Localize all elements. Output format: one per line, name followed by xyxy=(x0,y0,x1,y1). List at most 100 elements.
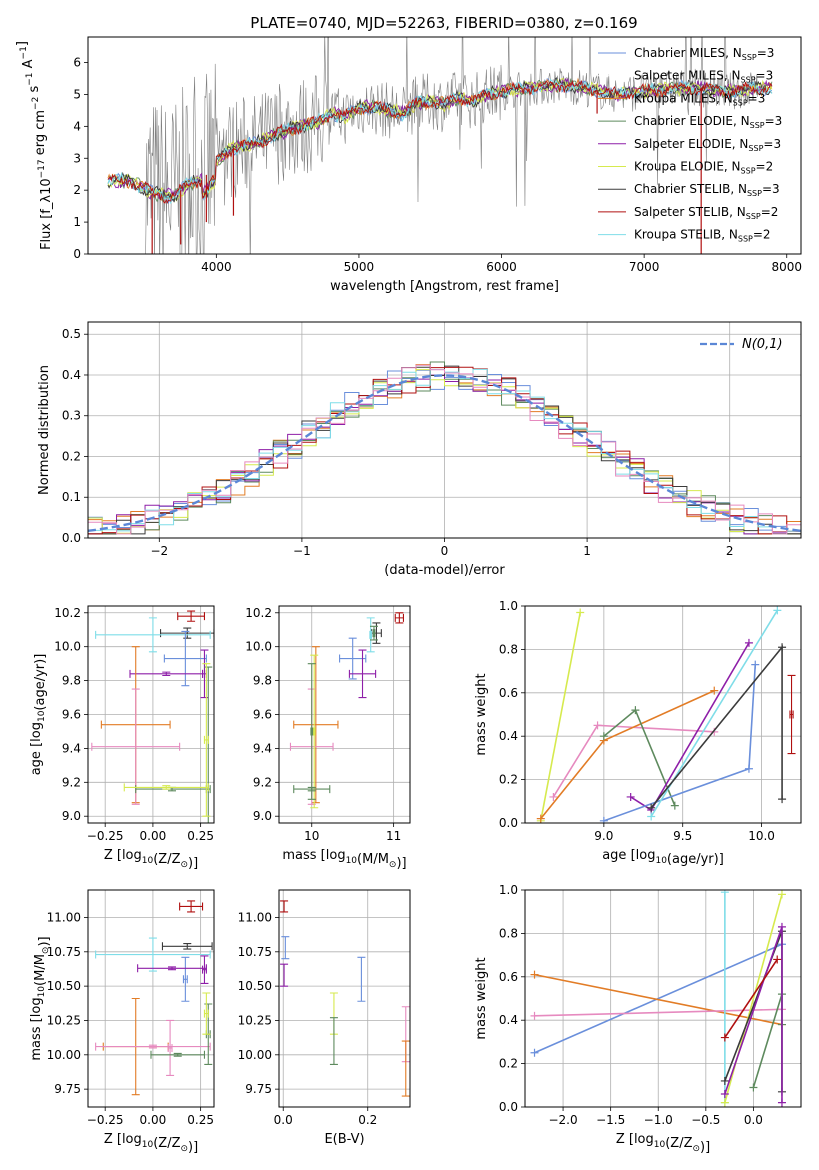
errorbar xyxy=(329,992,338,1035)
histogram-step xyxy=(88,369,801,535)
tick-label-y: 0.6 xyxy=(499,686,518,700)
label-sub: ⊙ xyxy=(180,860,188,870)
data-point-marker xyxy=(710,686,719,695)
tick-label-y: 4 xyxy=(73,119,81,133)
legend-label: Salpeter ELODIE, NSSP=3 xyxy=(634,137,781,153)
errorbar xyxy=(307,663,316,800)
errorbar xyxy=(95,617,211,653)
legend-label: Chabrier ELODIE, NSSP=3 xyxy=(634,114,782,130)
tick-label-x: −1.0 xyxy=(644,1113,673,1127)
errorbar xyxy=(135,785,209,794)
errorbar xyxy=(177,610,206,622)
label-part: Z [ xyxy=(104,848,122,863)
tick-label-x: 4000 xyxy=(201,260,232,274)
legend-sub: SSP xyxy=(748,144,763,153)
errorbar xyxy=(161,942,213,951)
axis-label-y: mass weight xyxy=(474,957,489,1039)
legend-text: =3 xyxy=(765,114,783,128)
label-part: wavelength [Angstrom, rest frame] xyxy=(330,279,559,294)
errorbar xyxy=(95,1042,211,1051)
axis-label-y: age [log10(age/yr)] xyxy=(29,654,48,776)
legend-sub: SSP xyxy=(738,235,753,244)
model-spectrum xyxy=(107,78,773,203)
data-point-marker xyxy=(530,1011,539,1020)
axes-frame xyxy=(524,605,802,824)
label-sub: 10 xyxy=(654,1140,666,1150)
errorbar xyxy=(329,1017,338,1065)
tick-label-y: 10.2 xyxy=(54,606,81,620)
errorbar xyxy=(339,637,367,680)
legend-text: Kroupa STELIB, N xyxy=(634,228,738,242)
tick-label-y: 9.4 xyxy=(62,741,81,755)
legend-sub: SSP xyxy=(747,189,762,198)
tick-label-y: 10.0 xyxy=(54,640,81,654)
data-point-marker xyxy=(773,606,782,615)
errorbar xyxy=(293,646,339,804)
legend-text: Salpeter MILES, N xyxy=(634,69,741,83)
figure-title: PLATE=0740, MJD=52263, FIBERID=0380, z=0… xyxy=(250,14,637,32)
legend-text: =2 xyxy=(761,205,779,219)
legend-label: Kroupa ELODIE, NSSP=2 xyxy=(634,160,773,176)
tick-label-y: 9.2 xyxy=(62,775,81,789)
tick-label-y: 0.2 xyxy=(499,1057,518,1071)
tick-label-y: 1.0 xyxy=(499,883,518,897)
axis-label-y: mass weight xyxy=(474,673,489,755)
plot-area xyxy=(88,361,801,535)
data-point-marker xyxy=(576,608,585,617)
tick-label-y: 3 xyxy=(73,151,81,165)
tick-label-y: 10.75 xyxy=(47,945,81,959)
label-part: E(B-V) xyxy=(324,1132,364,1147)
errorbar xyxy=(129,669,204,678)
errorbar xyxy=(401,1040,410,1097)
series-line xyxy=(724,958,778,1039)
axis-label-x: Z [log10(Z/Z⊙)] xyxy=(616,1132,710,1155)
label-part: (M/M xyxy=(33,954,48,986)
label-part: (age/yr)] xyxy=(667,852,724,867)
errorbar xyxy=(281,936,290,960)
tick-label-y: 9.8 xyxy=(62,674,81,688)
label-part: )] xyxy=(700,1140,710,1155)
legend-text: =3 xyxy=(756,69,774,83)
label-part: (Z/Z xyxy=(153,852,180,867)
tick-label-x: 9.0 xyxy=(594,829,613,843)
tick-label-y: 0.2 xyxy=(499,773,518,787)
series-line xyxy=(534,943,783,1054)
tick-label-x: 1 xyxy=(583,544,591,558)
plot-area xyxy=(530,890,786,1107)
axes-frame xyxy=(87,36,802,255)
label-part: )] xyxy=(188,856,198,871)
panel-mass_vs_EBV: 0.0 0.2 9.75 10.00 10.25 10.50 10.75 11.00 E(B-V… xyxy=(238,889,411,1147)
tick-label-y: 0.5 xyxy=(62,327,81,341)
label-sub: ⊙ xyxy=(389,860,397,870)
panel-spectrum: 4000 5000 6000 7000 8000 0 1 2 3 4 5 6 wavelength [A… xyxy=(15,36,802,294)
tick-label-x: −0.5 xyxy=(691,1113,720,1127)
tick-label-y: 9.2 xyxy=(253,775,272,789)
errorbar xyxy=(394,612,404,624)
legend-text: =2 xyxy=(756,160,774,174)
axes-frame xyxy=(278,889,411,1108)
label-part: mass weight xyxy=(474,957,489,1039)
tick-label-y: 11.00 xyxy=(238,910,272,924)
data-point-marker xyxy=(593,721,602,730)
tick-label-y: 0.8 xyxy=(499,926,518,940)
legend-sub: SSP xyxy=(733,98,748,107)
legend-text: Salpeter STELIB, N xyxy=(634,205,746,219)
legend-sub: SSP xyxy=(746,212,761,221)
legend-label: Salpeter MILES, NSSP=3 xyxy=(634,69,773,85)
label-sub: 10 xyxy=(142,856,154,866)
axis-label-x: Z [log10(Z/Z⊙)] xyxy=(104,1132,198,1155)
legend-text: =3 xyxy=(763,137,781,151)
tick-label-x: −0.25 xyxy=(87,1113,124,1127)
data-point-marker xyxy=(647,812,656,821)
label-part: Flux [f_λ10 xyxy=(39,178,54,250)
tick-label-y: 1 xyxy=(73,215,81,229)
label-sub: 10 xyxy=(142,1140,154,1150)
model-spectrum xyxy=(107,76,773,203)
label-part: (M/M xyxy=(357,852,389,867)
label-part: s xyxy=(27,86,42,97)
errorbar xyxy=(91,688,181,805)
series-line xyxy=(752,993,783,1088)
data-point-marker xyxy=(631,706,640,715)
